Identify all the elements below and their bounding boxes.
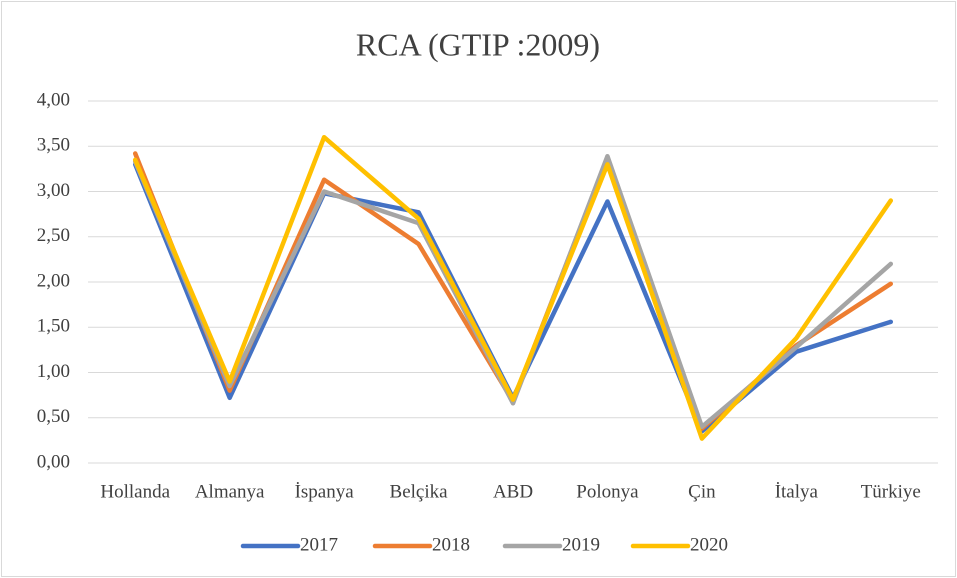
y-tick-label: 1,00	[37, 361, 70, 382]
y-tick-label: 2,50	[37, 225, 70, 246]
y-tick-label: 0,00	[37, 451, 70, 472]
legend-label: 2018	[432, 534, 470, 555]
y-tick-label: 3,50	[37, 135, 70, 156]
y-tick-label: 2,00	[37, 270, 70, 291]
legend-label: 2019	[562, 534, 600, 555]
x-tick-label: Çin	[688, 481, 716, 502]
x-tick-label: İtalya	[775, 481, 819, 502]
x-tick-label: ABD	[493, 481, 533, 502]
y-tick-label: 0,50	[37, 406, 70, 427]
x-tick-label: İspanya	[295, 481, 355, 502]
x-tick-label: Belçika	[390, 481, 449, 502]
legend-label: 2017	[300, 534, 338, 555]
x-tick-label: Türkiye	[861, 481, 921, 502]
chart-title: RCA (GTIP :2009)	[356, 26, 600, 62]
y-tick-label: 1,50	[37, 316, 70, 337]
x-tick-label: Polonya	[576, 481, 639, 502]
x-tick-label: Hollanda	[100, 481, 170, 502]
y-tick-label: 4,00	[37, 89, 70, 110]
x-tick-label: Almanya	[195, 481, 265, 502]
series-line	[132, 134, 894, 441]
y-tick-label: 3,00	[37, 180, 70, 201]
legend-label: 2020	[690, 534, 728, 555]
